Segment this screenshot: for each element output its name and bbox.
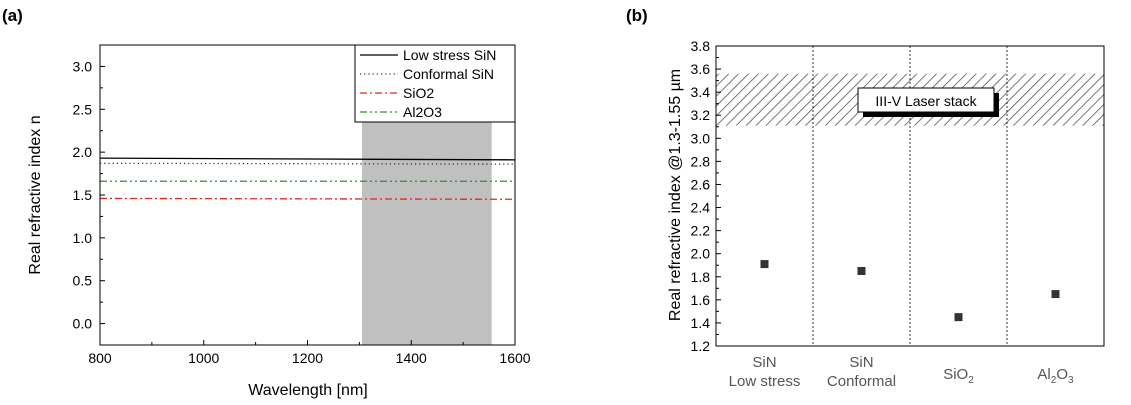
a-y-tick-label: 1.0 xyxy=(73,230,93,246)
a-y-tick-label: 3.0 xyxy=(73,58,93,74)
b-category-label: SiO2 xyxy=(943,366,974,386)
b-y-tick-label: 2.2 xyxy=(691,223,711,239)
panel-a-label: (a) xyxy=(2,6,23,25)
a-legend-label: Al2O3 xyxy=(403,104,442,120)
b-y-tick-label: 3.4 xyxy=(691,84,711,100)
b-y-tick-label: 1.4 xyxy=(691,315,711,331)
b-axis-ticks: 1.2 1.4 1.6 1.8 2.0 2.2 2.4 2.6 2.8 3.0 3.2 3.4 3.6 3… xyxy=(691,38,721,354)
b-y-tick-label: 2.8 xyxy=(691,153,711,169)
b-marker xyxy=(1051,290,1060,299)
b-category-label: Low stress xyxy=(729,373,801,390)
b-y-tick-label: 2.6 xyxy=(691,176,711,192)
a-x-tick-label: 800 xyxy=(88,350,112,366)
a-axis-ticks: 800 1000 1200 1400 1600 0.0 0.5 1.0 1.5 2.0 2.5 3.0 xyxy=(73,58,531,366)
b-y-tick-label: 3.0 xyxy=(691,130,711,146)
a-legend-label: SiO2 xyxy=(403,85,434,101)
b-y-tick-label: 1.8 xyxy=(691,269,711,285)
a-series-line-2 xyxy=(99,197,516,200)
b-category-label: Conformal xyxy=(827,373,896,390)
b-y-tick-label: 2.0 xyxy=(691,246,711,262)
b-y-tick-label: 2.4 xyxy=(691,200,711,216)
a-legend-label: Conformal SiN xyxy=(403,66,494,82)
a-y-tick-label: 0.5 xyxy=(73,273,93,289)
b-category-label: Al2O3 xyxy=(1037,366,1074,386)
a-legend-label: Low stress SiN xyxy=(403,47,496,63)
a-x-axis-label: Wavelength [nm] xyxy=(248,382,367,399)
a-legend-box xyxy=(354,44,516,123)
a-legend-items: Low stress SiN Conformal SiN SiO2 Al2O3 xyxy=(360,47,496,120)
a-y-tick-label: 2.5 xyxy=(73,101,93,117)
b-category-labels: SiN Low stress SiN Conformal SiO2 Al2O3 xyxy=(729,354,1074,390)
b-category-label: SiN xyxy=(752,354,776,371)
b-category-label: SiN xyxy=(849,354,873,371)
a-x-tick-label: 1600 xyxy=(499,350,530,366)
a-x-tick-label: 1000 xyxy=(188,350,219,366)
b-band-label-box xyxy=(857,87,995,113)
a-x-tick-label: 1200 xyxy=(292,350,323,366)
a-x-tick-label: 1400 xyxy=(396,350,427,366)
a-y-tick-label: 0.0 xyxy=(73,316,93,332)
a-y-tick-label: 1.5 xyxy=(73,187,93,203)
panel-b: (b) 1.2 1.4 1.6 1.8 2.0 2.2 2.4 2.6 2.8 3.0 3.2 3.4… xyxy=(626,6,1105,390)
b-marker xyxy=(954,313,963,322)
b-marker xyxy=(760,260,769,269)
panel-a: (a) 800 1000 1200 1400 1600 0.0 0.5 1.0 1.5 2.0 2.… xyxy=(2,6,531,399)
b-y-tick-label: 1.2 xyxy=(691,338,711,354)
b-y-axis-label: Real refractive index @1.3-1.55 µm xyxy=(667,69,684,321)
a-y-axis-label: Real refractive index n xyxy=(27,115,44,274)
b-marker xyxy=(857,267,866,275)
b-y-tick-label: 1.6 xyxy=(691,292,711,308)
b-y-tick-label: 3.2 xyxy=(691,107,711,123)
panel-b-label: (b) xyxy=(626,6,648,25)
a-y-tick-label: 2.0 xyxy=(73,144,93,160)
a-series-lines xyxy=(99,157,516,200)
b-y-tick-label: 3.6 xyxy=(691,61,711,77)
b-band-label: III-V Laser stack xyxy=(875,93,977,109)
a-series-line-0 xyxy=(99,157,516,161)
a-legend: Low stress SiN Conformal SiN SiO2 Al2O3 xyxy=(354,44,516,123)
b-markers xyxy=(760,260,1060,322)
b-y-tick-label: 3.8 xyxy=(691,38,711,54)
